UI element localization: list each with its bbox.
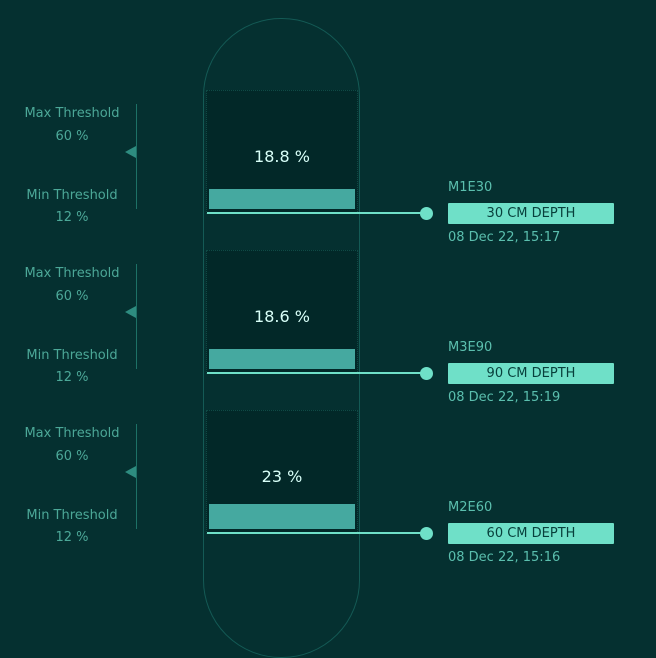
moisture-reading: 18.8 %	[254, 147, 310, 166]
moisture-cell[interactable]: 18.8 %	[206, 90, 358, 214]
threshold-pointer-icon	[125, 306, 136, 318]
min-threshold-label: Min Threshold	[26, 348, 118, 363]
max-threshold-value: 60 %	[55, 129, 89, 144]
sensor-id: M2E60	[448, 500, 493, 515]
threshold-range-line	[136, 264, 137, 369]
moisture-reading: 23 %	[261, 467, 303, 486]
sensor-marker-dot[interactable]	[420, 527, 433, 540]
sensor-connector-line	[207, 212, 426, 214]
depth-badge[interactable]: 30 CM DEPTH	[448, 203, 614, 224]
min-threshold-label: Min Threshold	[26, 188, 118, 203]
min-threshold-label: Min Threshold	[26, 508, 118, 523]
sensor-id: M1E30	[448, 180, 493, 195]
max-threshold-value: 60 %	[55, 289, 89, 304]
sensor-timestamp: 08 Dec 22, 15:16	[448, 550, 561, 565]
max-threshold-label: Max Threshold	[24, 426, 120, 441]
threshold-pointer-icon	[125, 466, 136, 478]
sensor-id: M3E90	[448, 340, 493, 355]
threshold-range-line	[136, 424, 137, 529]
moisture-level-bar	[209, 504, 355, 529]
depth-badge[interactable]: 90 CM DEPTH	[448, 363, 614, 384]
moisture-cell[interactable]: 18.6 %	[206, 250, 358, 374]
sensor-timestamp: 08 Dec 22, 15:19	[448, 390, 561, 405]
max-threshold-label: Max Threshold	[24, 106, 120, 121]
min-threshold-value: 12 %	[55, 210, 89, 225]
moisture-level-bar	[209, 189, 355, 209]
threshold-range-line	[136, 104, 137, 209]
depth-badge[interactable]: 60 CM DEPTH	[448, 523, 614, 544]
sensor-connector-line	[207, 532, 426, 534]
max-threshold-value: 60 %	[55, 449, 89, 464]
threshold-pointer-icon	[125, 146, 136, 158]
moisture-level-bar	[209, 349, 355, 369]
sensor-marker-dot[interactable]	[420, 207, 433, 220]
sensor-connector-line	[207, 372, 426, 374]
min-threshold-value: 12 %	[55, 370, 89, 385]
min-threshold-value: 12 %	[55, 530, 89, 545]
max-threshold-label: Max Threshold	[24, 266, 120, 281]
sensor-timestamp: 08 Dec 22, 15:17	[448, 230, 561, 245]
moisture-cell[interactable]: 23 %	[206, 410, 358, 534]
moisture-reading: 18.6 %	[254, 307, 310, 326]
sensor-marker-dot[interactable]	[420, 367, 433, 380]
